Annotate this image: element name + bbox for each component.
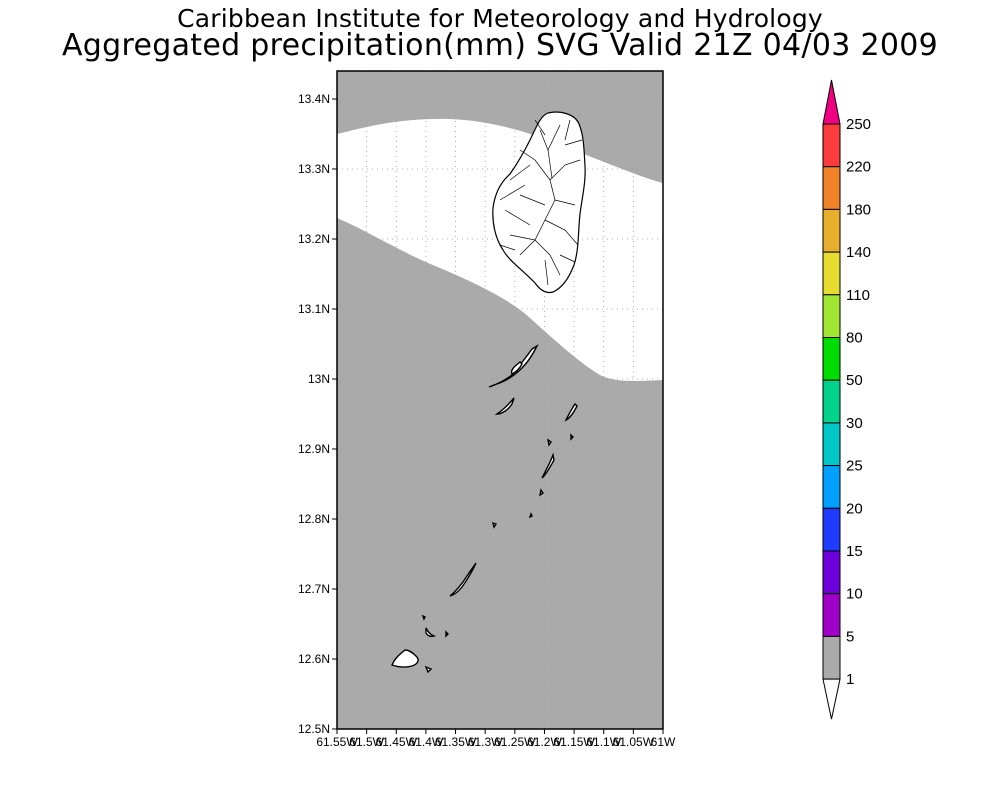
map-subtitle: Aggregated precipitation(mm) SVG Valid 2…: [61, 28, 939, 63]
colorbar-label: 50: [846, 372, 863, 389]
lon-tick-label: 61W: [651, 735, 676, 749]
colorbar-label: 1: [846, 671, 854, 688]
colorbar-label: 110: [846, 287, 870, 304]
lat-tick-label: 13.1N: [298, 302, 330, 316]
colorbar-label: 30: [846, 415, 863, 432]
colorbar-box: [822, 379, 841, 424]
colorbar-label: 140: [846, 244, 871, 261]
lon-tick-label: 61.05W: [613, 735, 655, 749]
colorbar-label: 10: [846, 586, 863, 603]
colorbar-box: [822, 422, 841, 467]
colorbar-label: 250: [846, 116, 871, 133]
lon-tick-label: 61.4W: [409, 735, 444, 749]
colorbar-label: 15: [846, 543, 863, 560]
lat-tick-label: 12.9N: [298, 442, 330, 456]
lat-tick-label: 12.7N: [298, 582, 330, 596]
colorbar-box: [822, 294, 841, 338]
colorbar-label: 220: [846, 159, 871, 176]
lat-tick-label: 13.4N: [298, 92, 330, 106]
colorbar-box: [822, 550, 841, 595]
colorbar-over-triangle: [822, 79, 841, 125]
colorbar-box: [822, 208, 841, 253]
colorbar-box: [822, 166, 841, 210]
colorbar-box: [822, 337, 841, 381]
colorbar-box: [822, 465, 841, 509]
grenadines-islands: [391, 344, 578, 674]
plot-area: [337, 71, 663, 729]
lat-tick-label: 12.8N: [298, 512, 330, 526]
colorbar-box: [822, 123, 841, 168]
colorbar-label: 5: [846, 628, 854, 645]
lon-tick-label: 61.15W: [553, 735, 595, 749]
plot-frame: [336, 70, 664, 730]
colorbar-box: [822, 251, 841, 296]
latitude-axis: 13.4N 13.3N 13.2N 13.1N 13N 12.9N 12.8N 12.7N 12…: [298, 92, 337, 736]
lon-tick-label: 61.25W: [494, 735, 536, 749]
colorbar-box: [822, 635, 841, 680]
colorbar-box: [822, 507, 841, 552]
lon-tick-label: 61.55W: [316, 735, 358, 749]
lon-tick-label: 61.35W: [435, 735, 477, 749]
map-title: Caribbean Institute for Meteorology and …: [177, 4, 823, 33]
colorbar-label: 25: [846, 458, 863, 475]
lat-tick-label: 12.6N: [298, 652, 330, 666]
colorbar-label: 180: [846, 201, 871, 218]
lat-tick-label: 13.2N: [298, 232, 330, 246]
lon-tick-label: 61.1W: [586, 735, 621, 749]
colorbar-label: 20: [846, 500, 863, 517]
lat-tick-label: 13N: [308, 372, 330, 386]
colorbar-label: 80: [846, 330, 863, 347]
colorbar-under-triangle: [822, 678, 841, 720]
longitude-axis: 61.55W61.5W61.45W61.4W61.35W61.3W61.25W6…: [316, 729, 676, 749]
lon-tick-label: 61.45W: [376, 735, 418, 749]
lon-tick-label: 61.3W: [468, 735, 503, 749]
lat-tick-label: 13.3N: [298, 162, 330, 176]
lat-tick-label: 12.5N: [298, 722, 330, 736]
saint-vincent-island: [492, 111, 586, 294]
lon-tick-label: 61.2W: [527, 735, 562, 749]
lon-tick-label: 61.5W: [349, 735, 384, 749]
colorbar-box: [822, 593, 841, 637]
